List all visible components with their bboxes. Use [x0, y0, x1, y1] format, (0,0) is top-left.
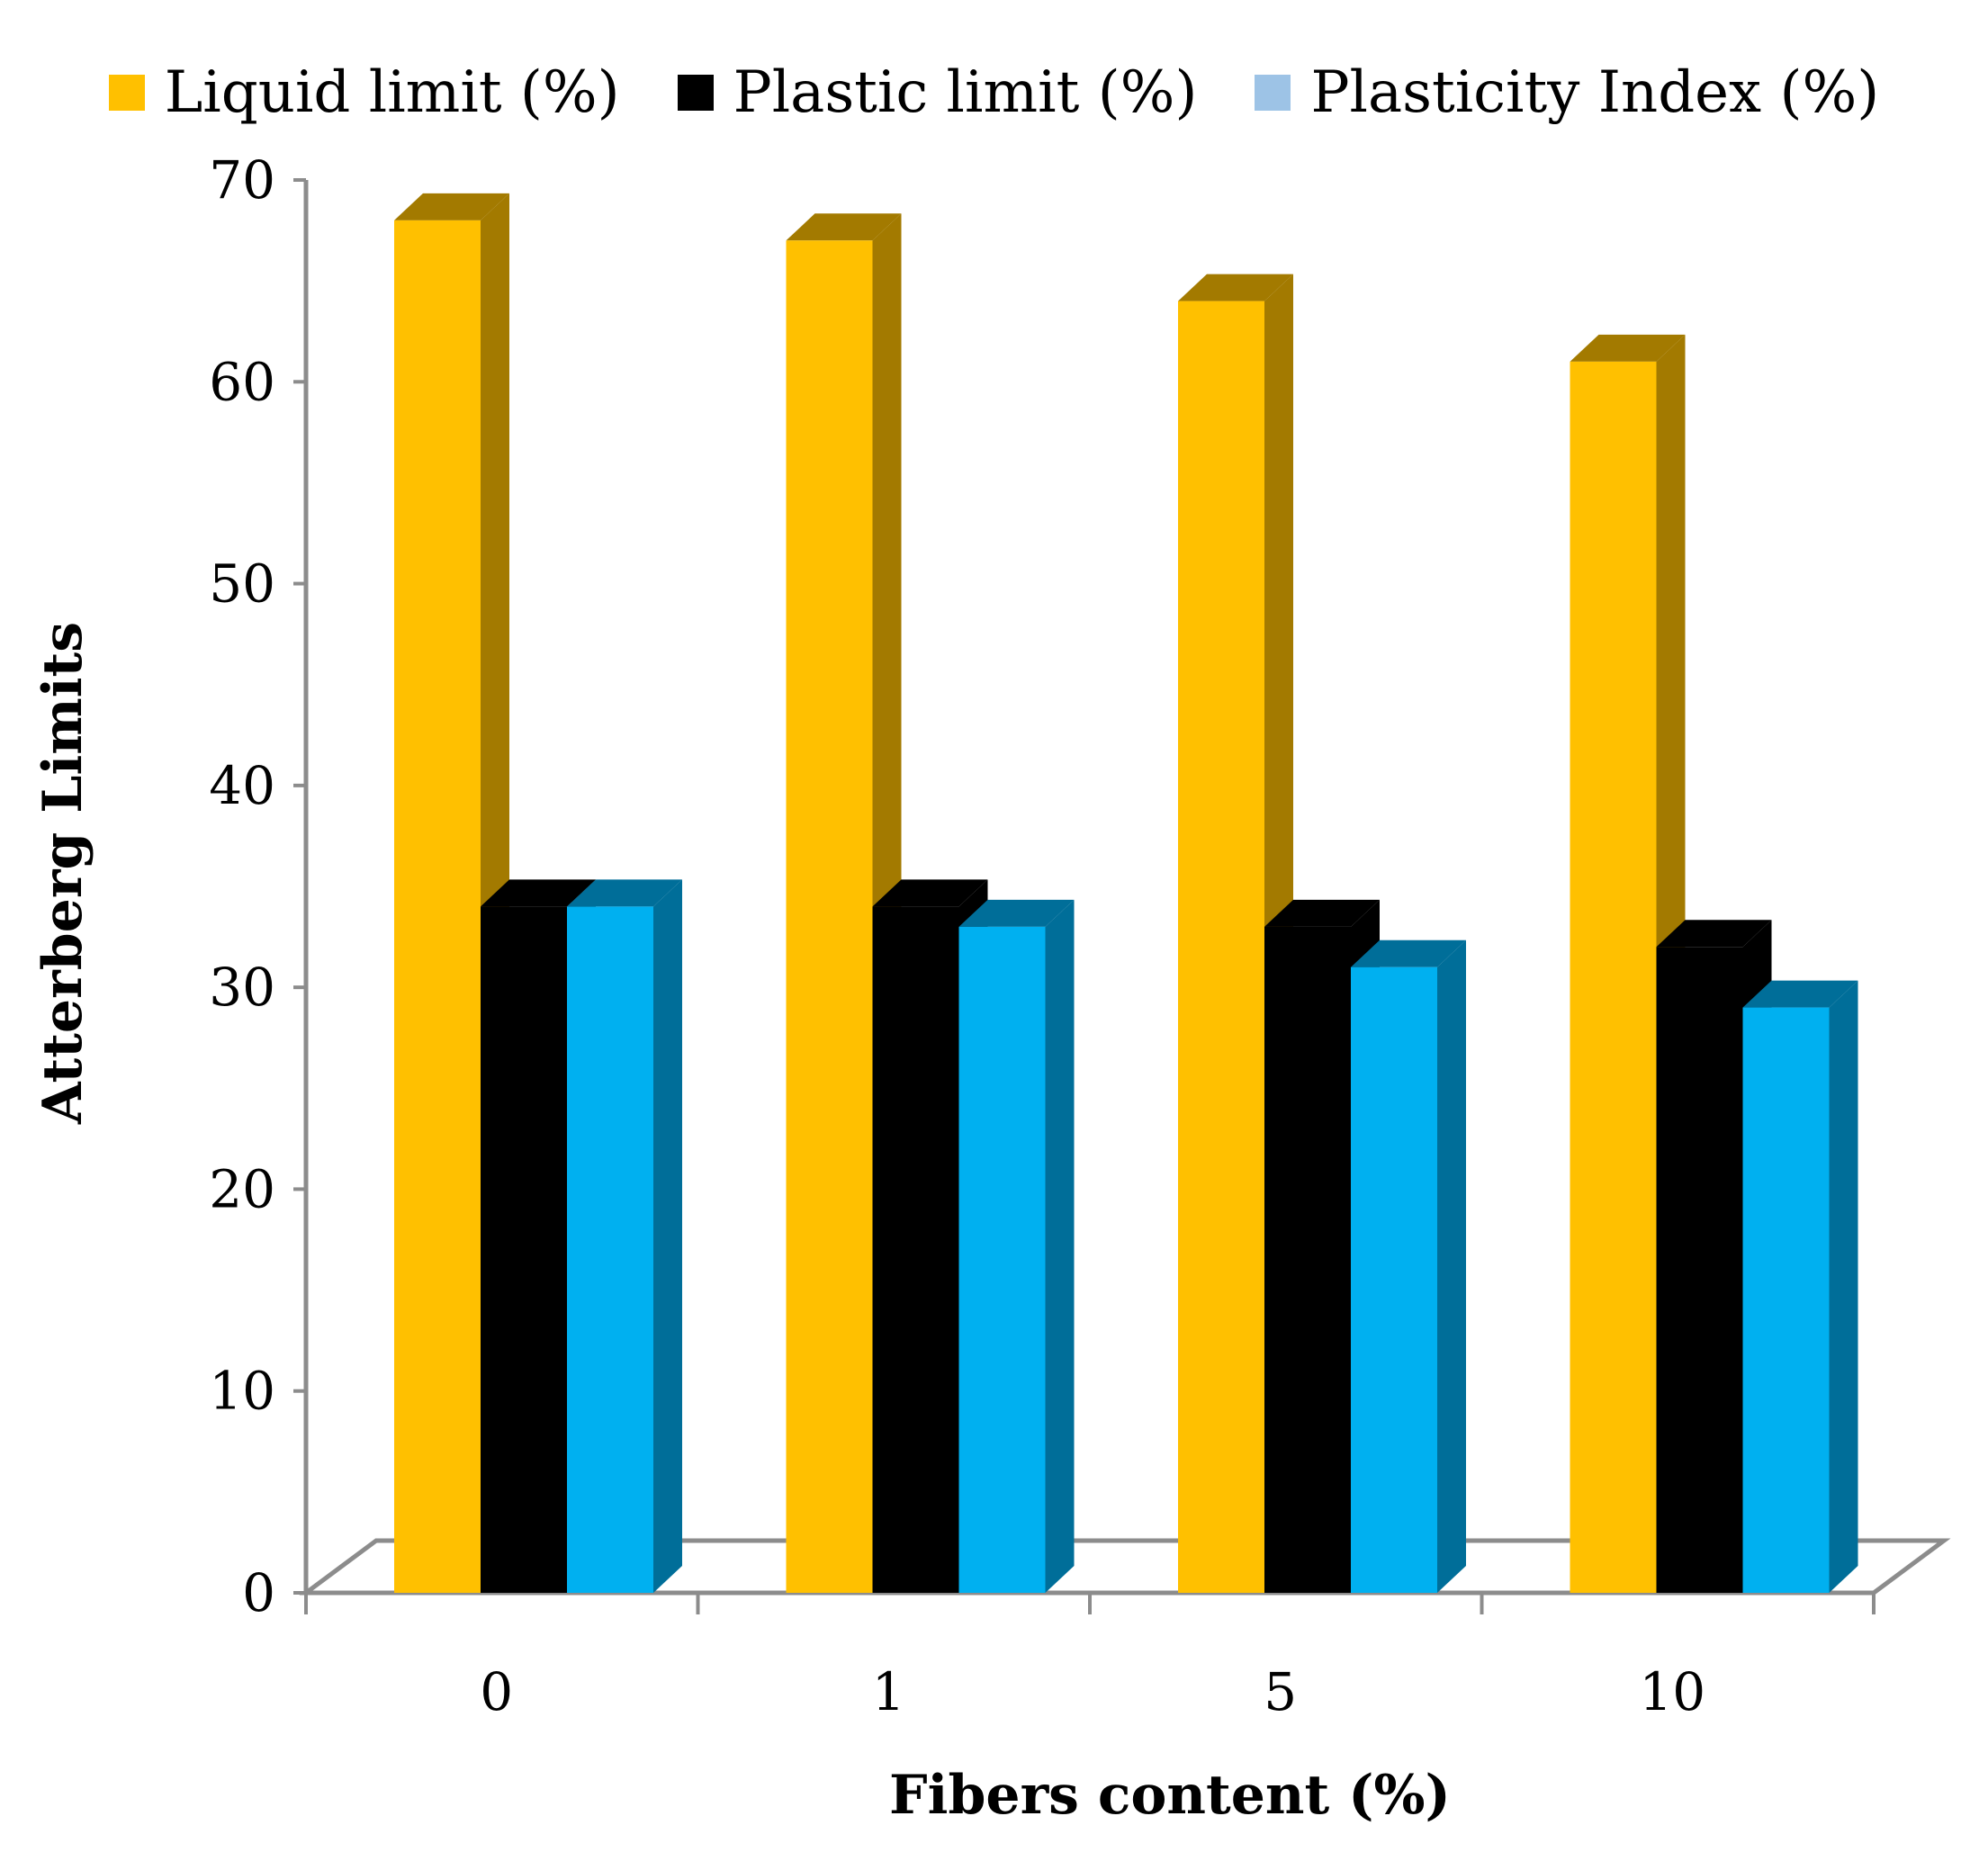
legend-label-plasticity-index: Plasticity Index (%) — [1310, 59, 1880, 126]
legend-label-plastic-limit: Plastic limit (%) — [733, 59, 1198, 126]
x-tick-label: 0 — [480, 1661, 513, 1722]
bar-front — [1742, 1007, 1830, 1593]
y-tick-label: 30 — [209, 957, 275, 1018]
chart-labels: 0 10 20 30 40 50 60 70 0 1 5 10 — [209, 149, 1705, 1722]
bar-top — [1264, 899, 1380, 927]
bar-top — [394, 193, 509, 220]
bar-top — [1570, 334, 1686, 362]
bar-front — [481, 906, 567, 1593]
bar-top — [786, 213, 902, 241]
bar-side — [1829, 980, 1858, 1593]
bar-top — [1742, 980, 1858, 1008]
legend-swatch-plasticity-index — [1255, 75, 1291, 111]
bar-side — [653, 879, 682, 1593]
legend: Liquid limit (%) Plastic limit (%) Plast… — [0, 52, 1988, 133]
x-tick-label: 5 — [1264, 1661, 1297, 1722]
bar-front — [1656, 947, 1743, 1593]
y-tick-label: 50 — [209, 553, 275, 615]
bar-top — [567, 879, 682, 907]
legend-swatch-plastic-limit — [677, 75, 714, 111]
y-tick-label: 70 — [209, 149, 275, 211]
y-tick-label: 40 — [209, 755, 275, 816]
chart-axes — [293, 178, 1876, 1614]
bar-top — [1656, 920, 1772, 948]
x-tick-label: 1 — [872, 1661, 905, 1722]
y-tick-label: 0 — [242, 1562, 275, 1623]
bar-top — [872, 879, 988, 907]
x-axis-title: Fibers content (%) — [889, 1764, 1451, 1827]
bar — [1351, 939, 1466, 1593]
bar — [1742, 980, 1858, 1593]
bar-front — [394, 220, 481, 1593]
bar-top — [958, 899, 1075, 927]
bar-side — [1045, 899, 1075, 1593]
bar-front — [786, 240, 873, 1594]
bar-front — [1570, 361, 1657, 1593]
bar — [567, 879, 682, 1593]
y-tick-label: 10 — [209, 1361, 275, 1422]
bar-front — [567, 906, 653, 1593]
bar-front — [872, 906, 959, 1593]
legend-item-plastic-limit: Plastic limit (%) — [677, 59, 1198, 126]
bar-top — [1178, 274, 1293, 301]
legend-item-liquid-limit: Liquid limit (%) — [108, 59, 620, 126]
y-axis-title: Atterberg Limits — [31, 622, 94, 1125]
legend-item-plasticity-index: Plasticity Index (%) — [1255, 59, 1879, 126]
bar-front — [1351, 966, 1437, 1593]
chart-bars — [394, 193, 1858, 1594]
y-tick-label: 20 — [209, 1158, 275, 1219]
y-tick-label: 60 — [209, 351, 275, 412]
x-tick-label: 10 — [1639, 1661, 1705, 1722]
legend-label-liquid-limit: Liquid limit (%) — [164, 59, 620, 126]
bar — [958, 899, 1075, 1593]
bar-side — [1437, 939, 1466, 1593]
bar-top — [481, 879, 596, 907]
legend-swatch-liquid-limit — [108, 75, 145, 111]
bar — [394, 193, 509, 1593]
bar-top — [1351, 939, 1466, 967]
bar-front — [1264, 926, 1351, 1593]
bar-front — [1178, 301, 1264, 1594]
bar-front — [958, 926, 1046, 1593]
